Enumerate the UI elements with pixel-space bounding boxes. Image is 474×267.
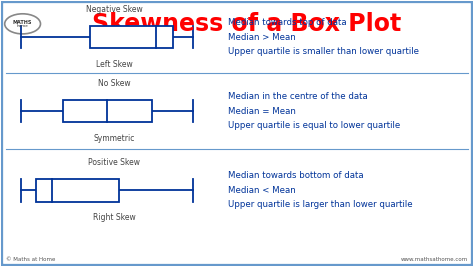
Bar: [36, 179, 118, 202]
Text: MATHS: MATHS: [13, 20, 32, 25]
Text: Median > Mean: Median > Mean: [228, 33, 295, 42]
Text: Positive Skew: Positive Skew: [89, 158, 140, 167]
Text: Negative Skew: Negative Skew: [86, 5, 143, 14]
Text: Median = Mean: Median = Mean: [228, 107, 295, 116]
Bar: [90, 26, 173, 48]
Text: Median in the centre of the data: Median in the centre of the data: [228, 92, 367, 101]
Text: Symmetric: Symmetric: [94, 134, 135, 143]
Text: home: home: [17, 24, 28, 28]
Text: Median towards bottom of data: Median towards bottom of data: [228, 171, 363, 180]
Text: No Skew: No Skew: [98, 79, 131, 88]
Text: Upper quartile is larger than lower quartile: Upper quartile is larger than lower quar…: [228, 200, 412, 209]
Text: © Maths at Home: © Maths at Home: [6, 257, 55, 262]
Text: Upper quartile is equal to lower quartile: Upper quartile is equal to lower quartil…: [228, 121, 400, 130]
Text: www.mathsathome.com: www.mathsathome.com: [401, 257, 468, 262]
Text: Median towards top of data: Median towards top of data: [228, 18, 346, 27]
Text: Left Skew: Left Skew: [96, 60, 133, 69]
Circle shape: [5, 14, 40, 34]
Text: Skewness of a Box Plot: Skewness of a Box Plot: [92, 12, 401, 36]
Bar: [63, 100, 152, 122]
Text: Median < Mean: Median < Mean: [228, 186, 295, 195]
Text: Right Skew: Right Skew: [93, 213, 136, 222]
Text: Upper quartile is smaller than lower quartile: Upper quartile is smaller than lower qua…: [228, 47, 419, 56]
